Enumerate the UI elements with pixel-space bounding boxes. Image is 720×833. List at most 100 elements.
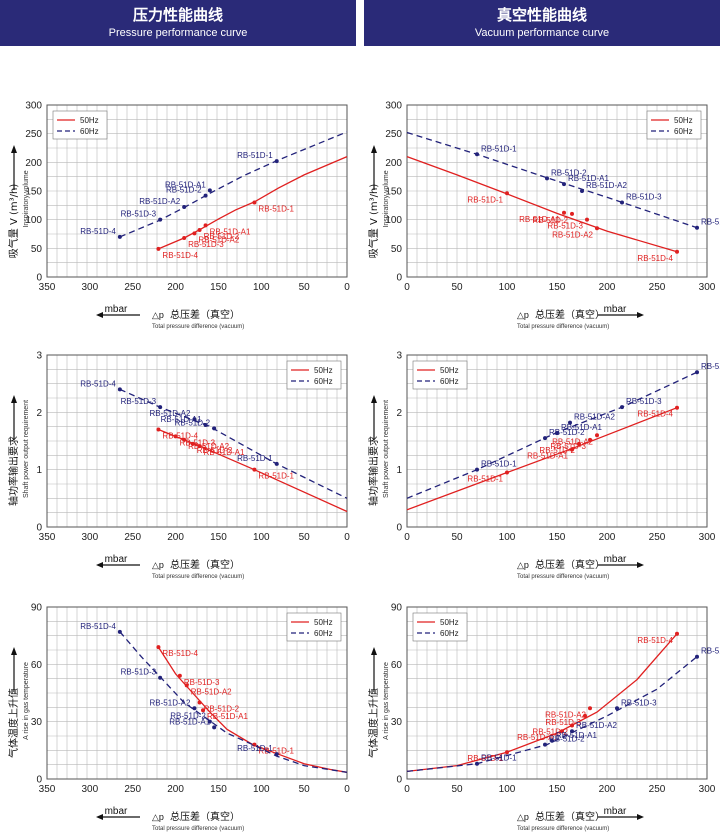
- data-label-RB-51D-A2: RB-51D-A2: [198, 235, 239, 244]
- data-point-RB-51D-A2: [580, 189, 584, 193]
- data-point-RB-51D-3: [177, 673, 182, 678]
- data-label-RB-51D-A2: RB-51D-A2: [191, 687, 232, 696]
- y-axis-arrowhead: [371, 647, 377, 655]
- x-tick-label: 100: [499, 532, 516, 543]
- data-label-RB-51D-A2: RB-51D-A2: [150, 409, 191, 418]
- data-point-RB-51D-4: [156, 246, 161, 251]
- data-point-RB-51D-A1: [201, 708, 205, 713]
- data-label-RB-51D-1: RB-51D-1: [237, 744, 273, 753]
- x-axis-arrowhead: [637, 814, 644, 820]
- x-tick-label: 100: [253, 532, 270, 543]
- legend-box: [412, 612, 468, 642]
- x-axis-arrowhead: [96, 312, 103, 318]
- x-tick-label: 250: [124, 532, 141, 543]
- data-label-RB-51D-A2: RB-51D-A2: [586, 181, 627, 190]
- y-tick-label: 1: [396, 465, 402, 476]
- data-label-RB-51D-A2: RB-51D-A2: [552, 230, 593, 239]
- series-line-50Hz: [158, 428, 348, 513]
- data-label-RB-51D-3: RB-51D-3: [121, 397, 157, 406]
- data-label-RB-51D-3: RB-51D-3: [121, 668, 157, 677]
- data-label-RB-51D-2: RB-51D-2: [170, 712, 206, 721]
- data-point-RB-51D-4: [675, 249, 679, 254]
- y-axis-arrowhead: [11, 647, 17, 655]
- pressure-banner: 压力性能曲线 Pressure performance curve: [0, 0, 356, 46]
- x-tick-label: 100: [499, 784, 516, 795]
- data-label-RB-51D-2: RB-51D-2: [204, 705, 240, 714]
- x-tick-label: 50: [299, 784, 311, 795]
- data-point-RB-51D-2: [212, 426, 217, 431]
- y-tick-label: 200: [25, 158, 42, 169]
- series-line-60Hz: [119, 131, 348, 238]
- data-label-RB-51D-2: RB-51D-2: [532, 727, 568, 736]
- x-tick-label: 150: [210, 532, 227, 543]
- data-label-RB-51D-A2: RB-51D-A2: [139, 197, 180, 206]
- y-tick-label: 0: [396, 775, 402, 786]
- data-label-RB-51D-A1: RB-51D-A1: [161, 415, 202, 424]
- data-point-RB-51D-2: [207, 719, 212, 724]
- pressure-temperature-chart: 350 300 250 200 150 100 50 0 0 30 60 90 mbar △p 总压差（真空…: [7, 603, 350, 833]
- data-point-RB-51D-3: [620, 405, 624, 410]
- x-axis-symbol: △p: [152, 812, 164, 822]
- y-tick-label: 50: [31, 244, 43, 255]
- x-tick-label: 50: [451, 532, 463, 543]
- data-label-RB-51D-A2: RB-51D-A2: [545, 710, 586, 719]
- data-point-RB-51D-A1: [203, 422, 208, 427]
- x-tick-label: 150: [210, 784, 227, 795]
- y-axis-label-zh: 气体温度上升值: [367, 688, 380, 758]
- y-axis-label-en: A rise in gas temperature: [383, 662, 390, 740]
- y-tick-label: 250: [25, 129, 42, 140]
- data-point-RB-51D-3: [182, 236, 187, 241]
- data-point-RB-51D-4: [695, 225, 699, 230]
- data-label-RB-51D-2: RB-51D-2: [549, 735, 585, 744]
- x-tick-label: 200: [167, 282, 184, 293]
- pressure-title-zh: 压力性能曲线: [132, 6, 223, 24]
- data-point-RB-51D-1: [475, 761, 479, 766]
- x-tick-label: 300: [82, 282, 99, 293]
- x-axis-symbol: △p: [517, 812, 529, 822]
- data-point-RB-51D-4: [675, 405, 679, 410]
- data-point-RB-51D-4: [695, 370, 699, 375]
- x-axis-symbol: △p: [517, 310, 529, 320]
- x-tick-label: 300: [699, 532, 716, 543]
- data-point-RB-51D-A2: [192, 417, 197, 422]
- data-label-RB-51D-A1: RB-51D-A1: [561, 423, 602, 432]
- data-point-RB-51D-2: [190, 441, 195, 446]
- data-label-RB-51D-4: RB-51D-4: [701, 647, 720, 656]
- x-tick-label: 350: [39, 784, 56, 795]
- data-point-RB-51D-4: [156, 645, 161, 650]
- data-point-RB-51D-A1: [555, 430, 559, 435]
- data-label-RB-51D-1: RB-51D-1: [481, 460, 517, 469]
- data-label-RB-51D-3: RB-51D-3: [188, 240, 224, 249]
- x-axis-label-en: Total pressure difference (vacuum): [517, 324, 609, 330]
- data-label-RB-51D-2: RB-51D-2: [539, 446, 575, 455]
- y-axis-arrowhead: [371, 145, 377, 153]
- x-tick-label: 350: [39, 282, 56, 293]
- data-point-RB-51D-1: [252, 200, 257, 205]
- data-label-RB-51D-4: RB-51D-4: [637, 254, 673, 263]
- x-axis-label-zh: 总压差（真空）: [170, 810, 240, 823]
- x-tick-label: 100: [253, 784, 270, 795]
- x-tick-label: 0: [404, 282, 410, 293]
- data-point-RB-51D-3: [158, 405, 163, 410]
- x-tick-label: 50: [299, 532, 311, 543]
- vacuum-temperature-chart: 0 50 100 150 200 250 300 0 30 60 90 mbar △p 总压差（真空） To…: [367, 603, 720, 833]
- data-point-RB-51D-1: [475, 152, 479, 157]
- data-label-RB-51D-1: RB-51D-1: [467, 754, 503, 763]
- data-point-RB-51D-1: [274, 159, 279, 164]
- data-label-RB-51D-A1: RB-51D-A1: [527, 452, 568, 461]
- y-tick-label: 50: [391, 244, 403, 255]
- y-axis-label-zh: 轴功率输出要求: [7, 436, 20, 506]
- plot-frame: [46, 354, 348, 528]
- plot-frame: [46, 104, 348, 278]
- y-tick-label: 90: [31, 603, 43, 614]
- data-point-RB-51D-A2: [570, 729, 574, 734]
- data-label-RB-51D-3: RB-51D-3: [550, 442, 586, 451]
- data-point-RB-51D-2: [570, 211, 574, 216]
- pressure-power-chart: 350 300 250 200 150 100 50 0 0 1 2 3 mbar △p 总压差（真空） To…: [7, 351, 350, 581]
- x-tick-label: 250: [649, 532, 666, 543]
- data-label-RB-51D-4: RB-51D-4: [80, 622, 116, 631]
- data-point-RB-51D-1: [505, 750, 509, 755]
- x-axis-label-zh: 总压差（真空）: [535, 810, 605, 823]
- x-tick-label: 300: [82, 784, 99, 795]
- x-tick-label: 0: [344, 532, 350, 543]
